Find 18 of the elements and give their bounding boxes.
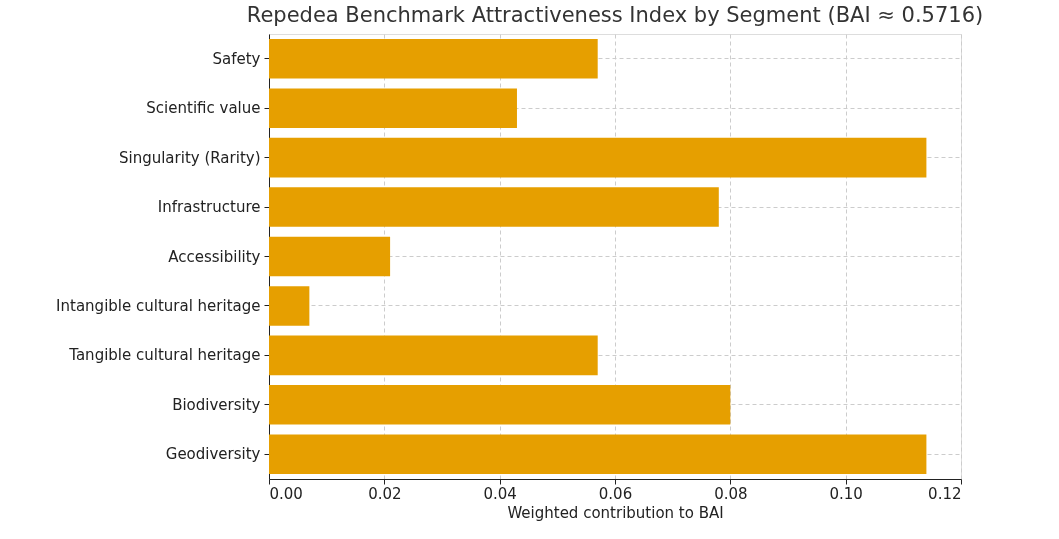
x-tick-label: 0.12 bbox=[928, 484, 962, 503]
y-tick-label: Accessibility bbox=[168, 247, 261, 266]
y-tick-label: Singularity (Rarity) bbox=[118, 148, 261, 167]
y-tick-label: Safety bbox=[212, 49, 261, 68]
y-tick-label: Infrastructure bbox=[157, 198, 261, 217]
y-tick-label: Biodiversity bbox=[172, 395, 261, 414]
x-tick-label: 0.08 bbox=[714, 484, 748, 503]
x-tick-label: 0.00 bbox=[269, 484, 303, 503]
y-tick-label: Tangible cultural heritage bbox=[68, 346, 261, 365]
x-tick-label: 0.04 bbox=[483, 484, 517, 503]
x-axis-title: Weighted contribution to BAI bbox=[507, 503, 724, 522]
x-tick-label: 0.10 bbox=[829, 484, 863, 503]
y-tick-label: Intangible cultural heritage bbox=[56, 296, 261, 315]
chart-title: Repedea Benchmark Attractiveness Index by Segment (BAI ≈ 0.5716) bbox=[246, 3, 984, 27]
x-tick-label: 0.02 bbox=[368, 484, 402, 503]
x-tick-label: 0.06 bbox=[598, 484, 633, 503]
y-tick-label: Scientific value bbox=[146, 99, 261, 118]
y-tick-label: Geodiversity bbox=[165, 445, 261, 464]
